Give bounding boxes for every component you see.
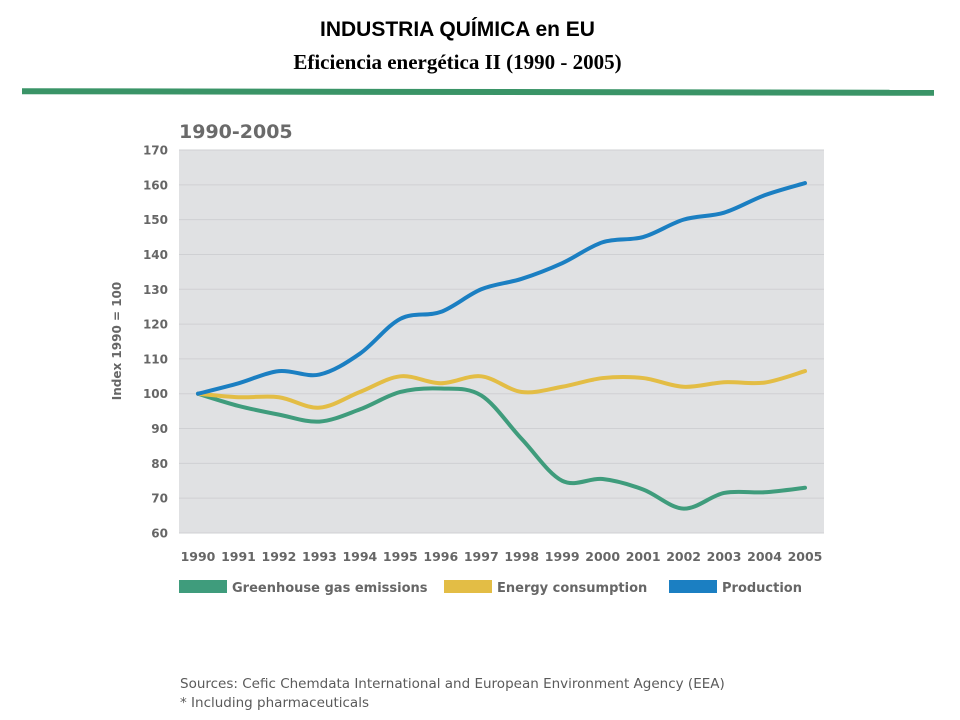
x-tick-label: 2000 — [585, 549, 620, 564]
y-tick-label: 100 — [143, 387, 168, 401]
legend-label-energy-consumption: Energy consumption — [497, 581, 647, 596]
legend-swatch-energy-consumption — [444, 580, 492, 593]
y-tick-label: 90 — [151, 422, 168, 436]
series-line-energy-consumption — [196, 369, 807, 410]
gridlines — [179, 149, 824, 534]
x-tick-label: 1994 — [342, 549, 377, 564]
sources-line: Sources: Cefic Chemdata International an… — [180, 676, 725, 692]
x-tick-labels: 1990 1991 1992 1993 1994 1995 1996 1997 1998 1999… — [181, 549, 823, 564]
x-tick-label: 1999 — [545, 549, 580, 564]
y-tick-label: 70 — [151, 492, 168, 506]
x-tick-label: 2005 — [788, 549, 823, 564]
x-tick-label: 1997 — [464, 549, 499, 564]
y-tick-label: 150 — [143, 213, 168, 227]
y-axis-label: Index 1990 = 100 — [110, 282, 124, 401]
y-tick-label: 110 — [143, 352, 168, 366]
x-tick-label: 2001 — [626, 549, 661, 564]
page-title: INDUSTRIA QUÍMICA en EU — [320, 18, 595, 41]
y-tick-label: 140 — [143, 248, 168, 262]
y-tick-label: 80 — [151, 457, 168, 471]
page-subtitle: Eficiencia energética II (1990 - 2005) — [293, 50, 622, 74]
legend-label-production: Production — [722, 581, 802, 596]
series-line-greenhouse-gas-emissions — [196, 386, 807, 511]
chart-title: 1990-2005 — [179, 121, 293, 143]
y-tick-label: 60 — [151, 527, 168, 541]
x-tick-label: 2004 — [747, 549, 782, 564]
y-tick-label: 160 — [143, 178, 168, 192]
series-line-production — [196, 181, 807, 396]
y-tick-label: 120 — [143, 318, 168, 332]
y-tick-label: 170 — [143, 144, 168, 158]
x-tick-label: 1991 — [221, 549, 256, 564]
plot-background — [179, 150, 824, 533]
x-tick-label: 1996 — [423, 549, 458, 564]
sources-note: Sources: Cefic Chemdata International an… — [180, 675, 725, 713]
legend: Greenhouse gas emissions Energy consumpti… — [179, 580, 802, 596]
x-tick-label: 1998 — [504, 549, 539, 564]
x-tick-label: 1992 — [262, 549, 297, 564]
x-tick-label: 1990 — [181, 549, 216, 564]
legend-swatch-production — [669, 580, 717, 593]
pharma-footnote: * Including pharmaceuticals — [180, 695, 369, 711]
y-tick-label: 130 — [143, 283, 168, 297]
x-tick-label: 2003 — [707, 549, 742, 564]
y-tick-labels: 60 70 80 90 100 110 120 130 140 150 160 170 — [143, 144, 168, 541]
series-lines — [196, 181, 807, 511]
x-tick-label: 1993 — [302, 549, 337, 564]
x-tick-label: 1995 — [383, 549, 418, 564]
x-tick-label: 2002 — [666, 549, 701, 564]
legend-swatch-greenhouse-gas-emissions — [179, 580, 227, 593]
legend-label-greenhouse-gas-emissions: Greenhouse gas emissions — [232, 581, 428, 596]
